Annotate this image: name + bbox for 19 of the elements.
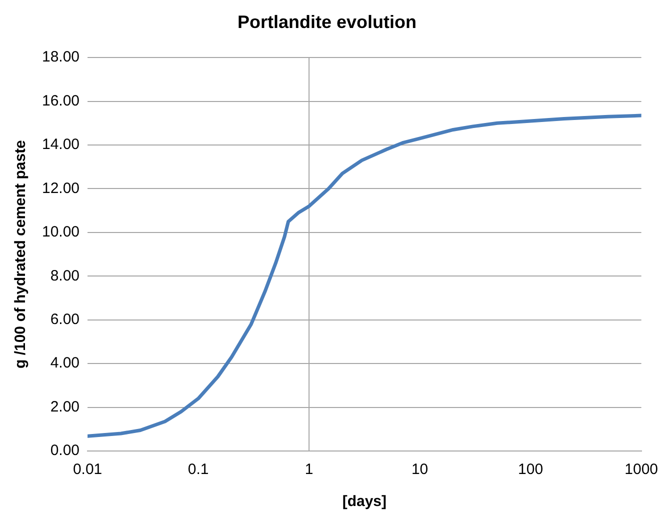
y-tick-label: 0.00 <box>50 442 80 460</box>
y-tick-label: 12.00 <box>42 180 80 197</box>
x-tick-label: 0.1 <box>188 461 209 478</box>
y-axis-title: g /100 of hydrated cement paste <box>12 140 30 369</box>
x-tick-label: 100 <box>518 461 544 478</box>
y-tick-label: 10.00 <box>42 224 80 241</box>
y-tick-label: 2.00 <box>50 398 80 416</box>
y-tick-label: 6.00 <box>50 311 80 328</box>
x-tick-label: 0.01 <box>72 461 102 478</box>
x-tick-label: 10 <box>411 461 428 478</box>
x-axis-title: [days] <box>342 493 387 510</box>
y-tick-label: 14.00 <box>42 136 80 154</box>
y-tick-label: 4.00 <box>50 354 80 372</box>
y-tick-label: 18.00 <box>42 48 80 66</box>
x-tick-label: 1000 <box>624 461 658 478</box>
x-tick-label: 1 <box>304 461 314 478</box>
chart-title: Portlandite evolution <box>237 12 417 32</box>
y-tick-label: 8.00 <box>50 267 80 284</box>
y-tick-label: 16.00 <box>42 92 80 110</box>
